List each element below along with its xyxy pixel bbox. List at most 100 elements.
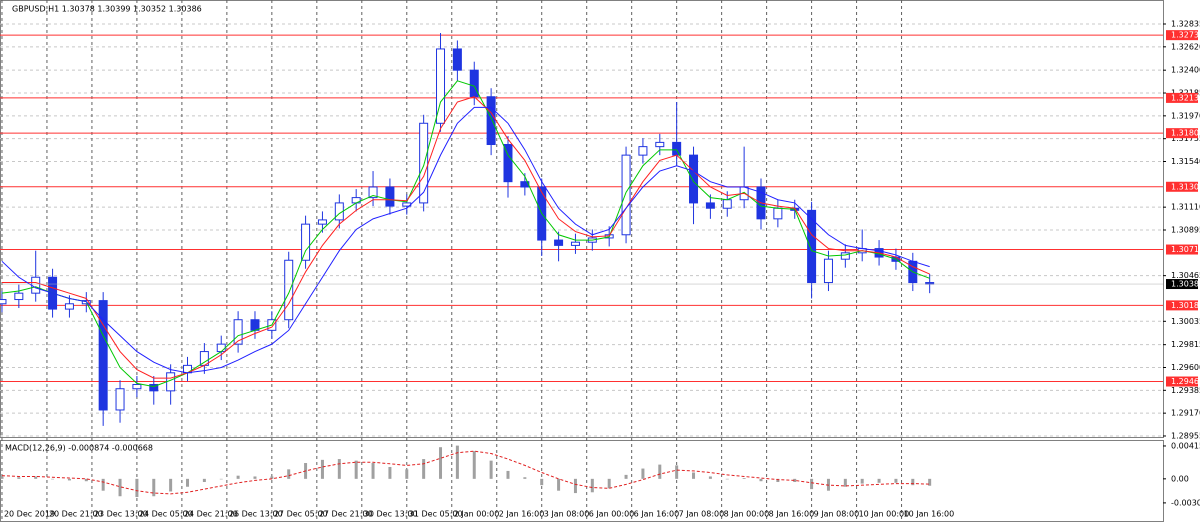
candle-body: [722, 199, 732, 209]
macd-bar: [354, 460, 358, 479]
macd-bar: [287, 469, 291, 479]
y-tick-label: 1.28955: [1171, 431, 1200, 440]
candle-body: [705, 202, 715, 209]
macd-bar: [557, 478, 561, 491]
candle-body: [132, 383, 142, 390]
macd-title: MACD(12,26,9) -0.000874 -0.000668: [5, 444, 153, 453]
level-label: 1.31807: [1171, 129, 1200, 138]
y-tick-label: 1.30895: [1171, 225, 1200, 234]
macd-bar: [692, 472, 696, 479]
marks-layer: [0, 33, 1163, 498]
moving-average: [1, 106, 930, 374]
current-price-tag: [1166, 279, 1198, 290]
level-label: 1.32139: [1171, 93, 1200, 102]
candle-body: [807, 209, 817, 284]
candle-body: [773, 207, 783, 220]
x-tick-label: 31 Dec 05:00: [409, 510, 463, 519]
y-tick-label: 1.32835: [1171, 19, 1200, 28]
chart-title: GBPUSD,H1 1.30378 1.30399 1.30352 1.3038…: [12, 5, 202, 14]
macd-bar: [219, 478, 223, 480]
y-tick-label: 1.31970: [1171, 111, 1200, 120]
macd-signal: [1, 450, 930, 495]
y-tick-label: 1.32620: [1171, 42, 1200, 51]
macd-bar: [135, 478, 139, 498]
grid-layer: [0, 0, 1163, 521]
macd-bar: [202, 478, 206, 483]
candle-body: [436, 48, 446, 124]
macd-bar: [186, 478, 190, 487]
candle-body: [554, 239, 564, 246]
candle-body: [385, 186, 395, 207]
level-label: 1.29468: [1171, 377, 1200, 386]
candle-body: [655, 141, 665, 148]
x-tick-label: 2 Jan 16:00: [499, 510, 545, 519]
y-tick-label: 1.29170: [1171, 409, 1200, 418]
macd-bar: [607, 478, 611, 489]
y-tick-label: 1.29600: [1171, 363, 1200, 372]
level-tag: [1166, 128, 1198, 139]
macd-bar: [641, 468, 645, 479]
macd-bar: [337, 459, 341, 479]
macd-bar: [101, 478, 105, 491]
macd-bar: [253, 476, 257, 479]
macd-bar: [472, 451, 476, 479]
x-tick-label: 10 Jan 16:00: [904, 510, 955, 519]
x-tick-label: 24 Dec 21:00: [184, 510, 238, 519]
main-panel: [0, 0, 1164, 438]
macd-bar: [725, 478, 729, 480]
x-tick-label: 27 Dec 21:00: [319, 510, 373, 519]
macd-bar: [523, 477, 527, 479]
x-tick-label: 9 Jan 08:00: [814, 510, 860, 519]
macd-bar: [624, 474, 628, 479]
x-tick-label: 6 Jan 00:00: [589, 510, 635, 519]
candle-body: [0, 299, 7, 305]
macd-bar: [405, 469, 409, 479]
macd-bar: [573, 478, 577, 494]
y-tick-label: 1.29385: [1171, 386, 1200, 395]
macd-bar: [911, 478, 915, 486]
candle-body: [570, 241, 580, 246]
y-tick-label: 1.30035: [1171, 317, 1200, 326]
candle-body: [486, 96, 496, 146]
macd-bar: [928, 478, 932, 486]
candle-body: [638, 146, 648, 156]
macd-bar: [51, 478, 55, 480]
level-tag: [1166, 181, 1198, 192]
y-tick-label: 1.30465: [1171, 271, 1200, 280]
x-tick-label: 3 Jan 08:00: [544, 510, 590, 519]
candle-body: [503, 144, 513, 183]
macd-bar: [843, 478, 847, 487]
macd-bar: [388, 466, 392, 479]
macd-bar: [371, 463, 375, 479]
macd-bar: [152, 478, 156, 497]
y-tick-label: 0.00: [1171, 474, 1189, 483]
x-tick-label: 30 Dec 13:00: [364, 510, 418, 519]
level-label: 1.32730: [1171, 31, 1200, 40]
macd-bar: [320, 459, 324, 479]
macd-bar: [67, 478, 71, 481]
macd-bar: [34, 476, 38, 479]
x-tick-label: 7 Jan 08:00: [679, 510, 725, 519]
macd-bar: [590, 478, 594, 493]
candle-body: [452, 48, 462, 71]
y-tick-label: -0.003041: [1171, 498, 1200, 507]
y-tick-label: 1.29815: [1171, 340, 1200, 349]
macd-bar: [810, 478, 814, 490]
candle-body: [64, 303, 74, 310]
y-tick-label: 1.31755: [1171, 134, 1200, 143]
candle-body: [149, 383, 159, 392]
x-tick-label: 20 Dec 21:00: [49, 510, 103, 519]
x-tick-label: 8 Jan 16:00: [769, 510, 815, 519]
candle-body: [419, 122, 429, 204]
candle-body: [469, 69, 479, 98]
macd-bar: [540, 478, 544, 486]
macd-bar: [0, 476, 4, 479]
macd-bar: [894, 478, 898, 483]
macd-bar: [489, 460, 493, 479]
x-tick-label: 6 Jan 16:00: [634, 510, 680, 519]
level-tag: [1166, 30, 1198, 41]
candle-body: [317, 219, 327, 225]
macd-bar: [455, 445, 459, 479]
candle-body: [840, 252, 850, 260]
candle-body: [216, 343, 226, 353]
